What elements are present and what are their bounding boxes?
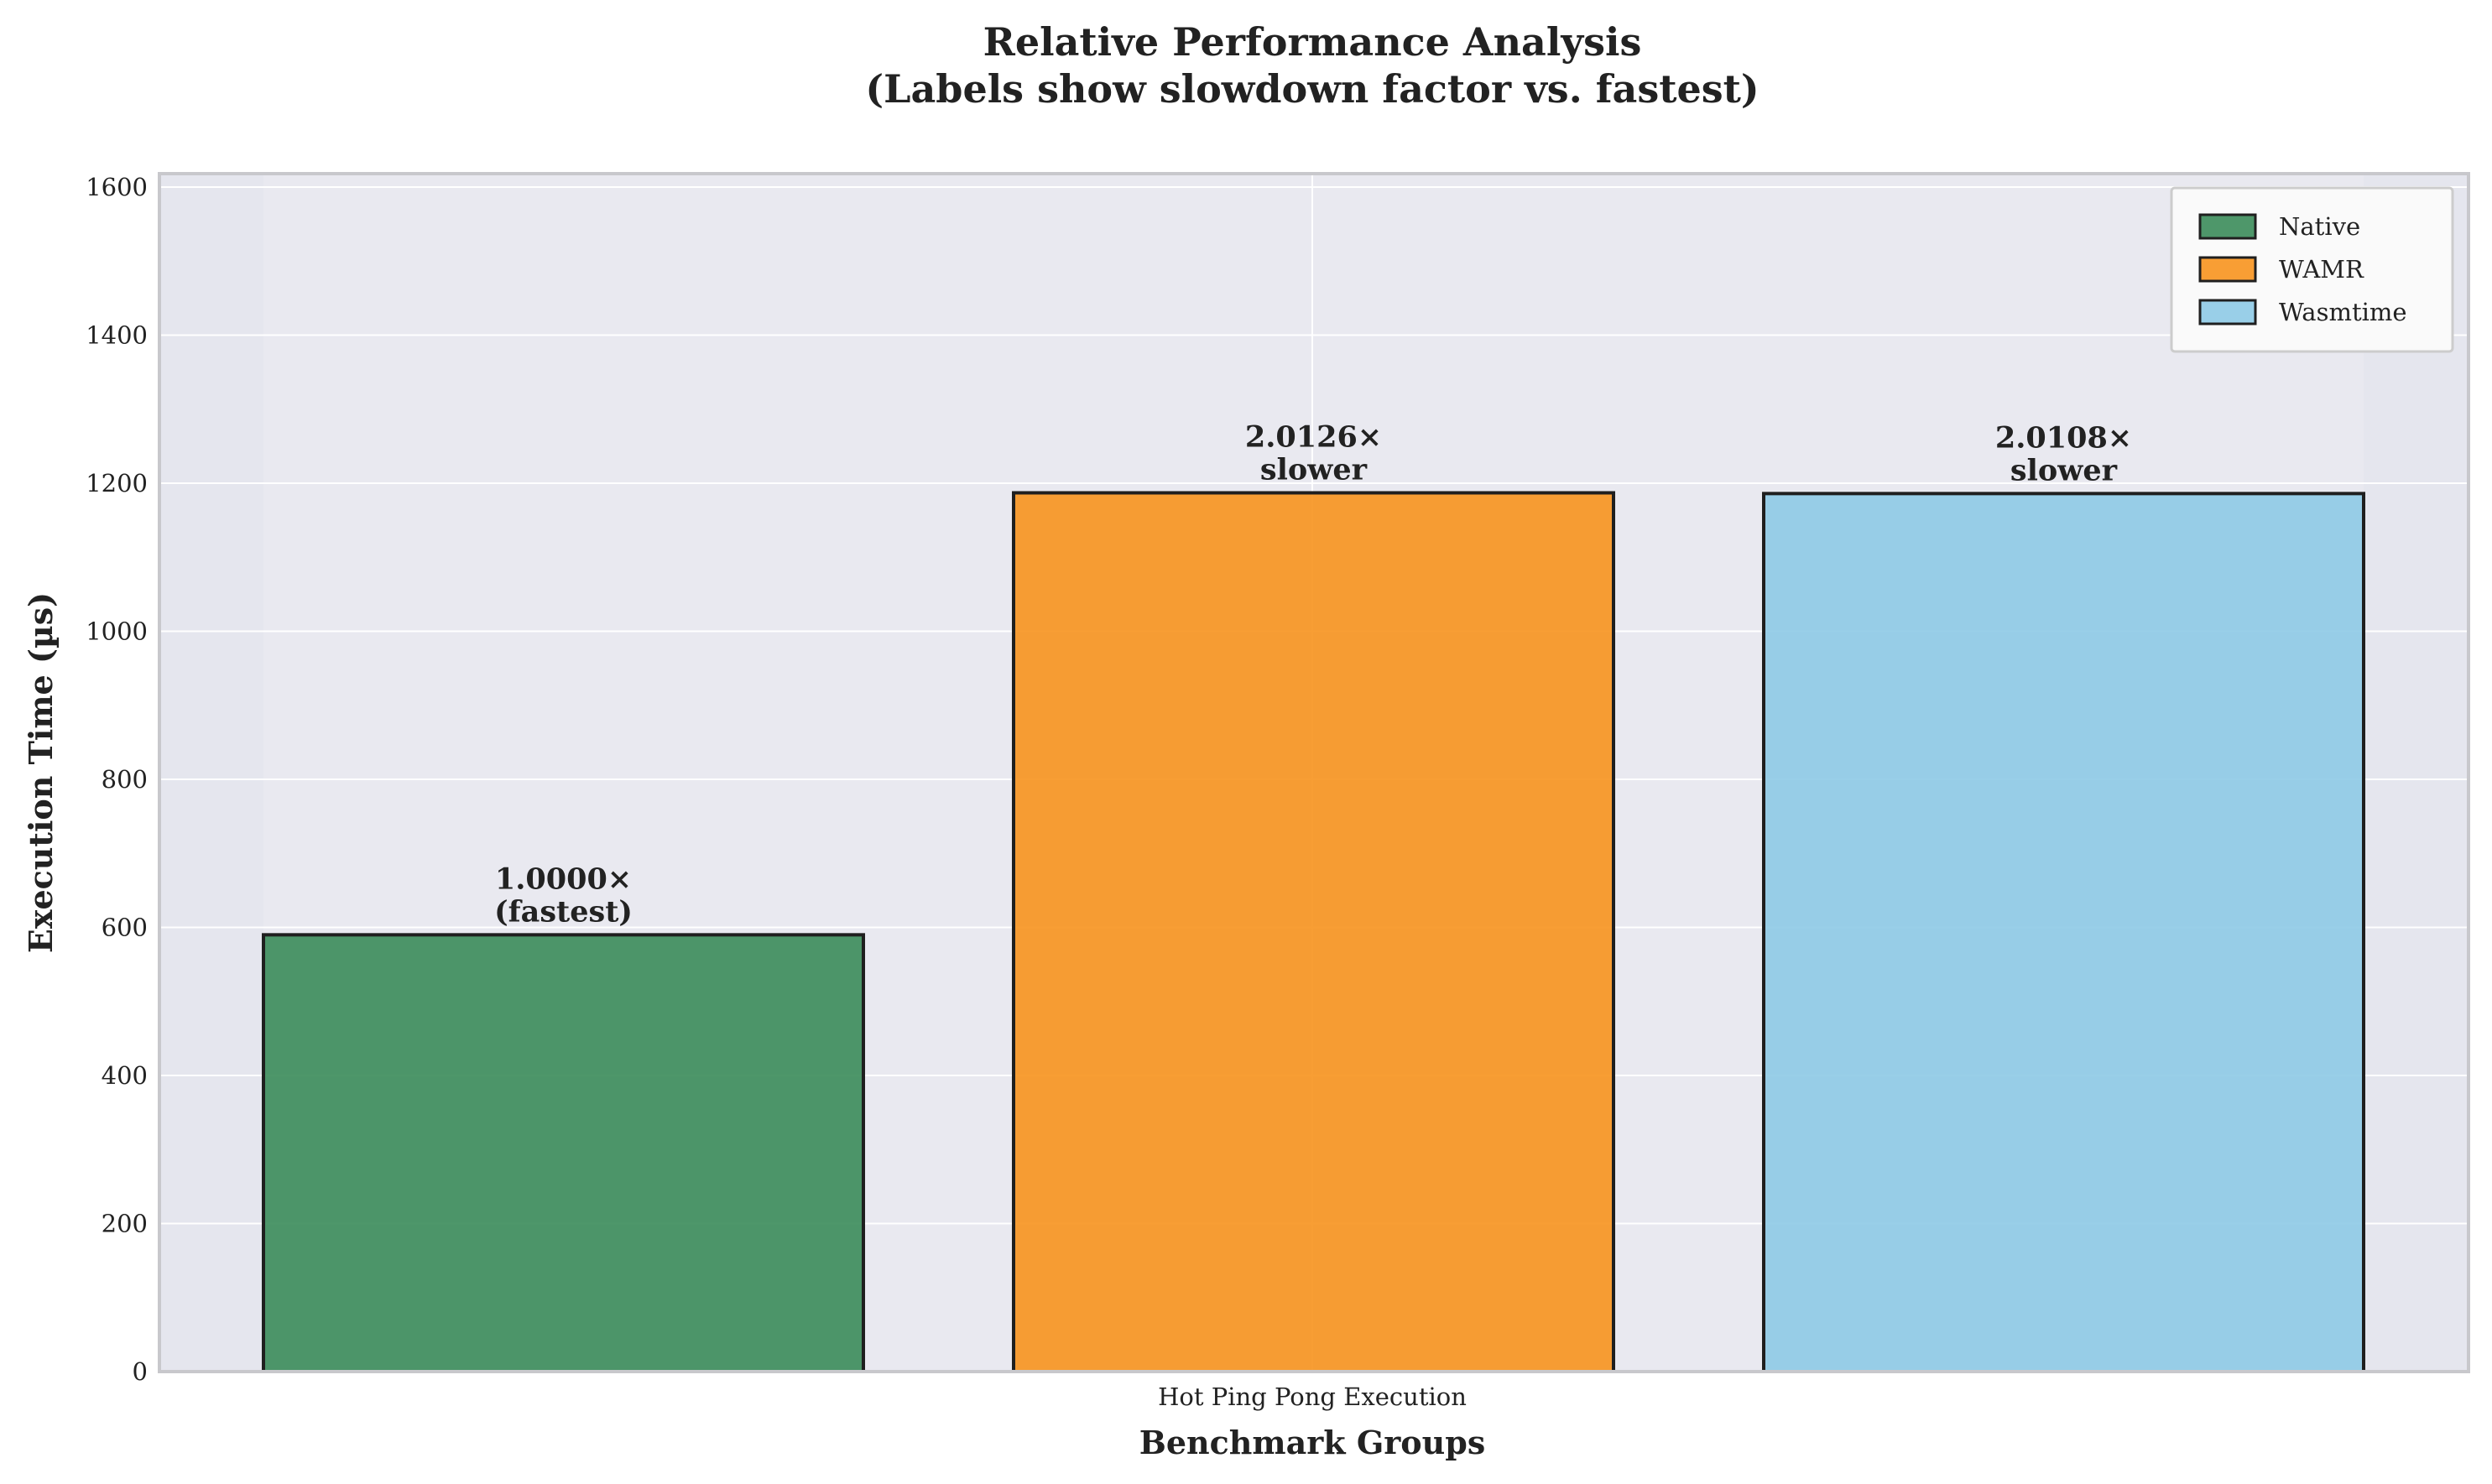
y-tick-label: 0 [133, 1357, 148, 1386]
bars [262, 491, 2365, 1373]
data-label-factor: 2.0126× [1245, 419, 1382, 454]
data-labels: 1.0000×(fastest)2.0126×slower2.0108×slow… [494, 419, 2132, 929]
legend: Native WAMR Wasmtime [2170, 186, 2454, 353]
data-label-factor: 1.0000× [495, 862, 632, 896]
data-label-note: (fastest) [494, 894, 633, 929]
y-tick-label: 600 [102, 914, 148, 942]
y-axis-label: Execution Time (µs) [22, 592, 60, 953]
legend-label-wamr: WAMR [2279, 255, 2364, 284]
y-tick-label: 800 [102, 765, 148, 794]
data-label-note: slower [2010, 453, 2118, 487]
x-tick-label: Hot Ping Pong Execution [1158, 1382, 1467, 1411]
y-axis-ticks: 0 200 400 600 800 1000 1200 1400 1600 [86, 173, 148, 1386]
y-tick-label: 1200 [86, 469, 148, 497]
x-axis-label: Benchmark Groups [1139, 1424, 1486, 1461]
legend-label-native: Native [2279, 212, 2360, 241]
legend-label-wasmtime: Wasmtime [2279, 298, 2407, 326]
bar-wasmtime [1762, 492, 2365, 1373]
chart-title: Relative Performance Analysis [983, 19, 1642, 65]
y-tick-label: 400 [102, 1061, 148, 1090]
legend-swatch-wasmtime [2198, 299, 2257, 325]
bar-wamr [1012, 491, 1615, 1373]
legend-swatch-wamr [2198, 256, 2257, 283]
data-label-factor: 2.0108× [1995, 420, 2132, 455]
y-tick-label: 1000 [86, 617, 148, 646]
bar-native [262, 933, 865, 1373]
y-tick-label: 1400 [86, 321, 148, 350]
y-tick-label: 200 [102, 1210, 148, 1238]
plot-frame [158, 172, 2470, 1373]
legend-swatch-native [2198, 213, 2257, 240]
y-tick-label: 1600 [86, 173, 148, 201]
data-label-note: slower [1260, 452, 1368, 487]
chart-subtitle: (Labels show slowdown factor vs. fastest… [865, 66, 1759, 112]
